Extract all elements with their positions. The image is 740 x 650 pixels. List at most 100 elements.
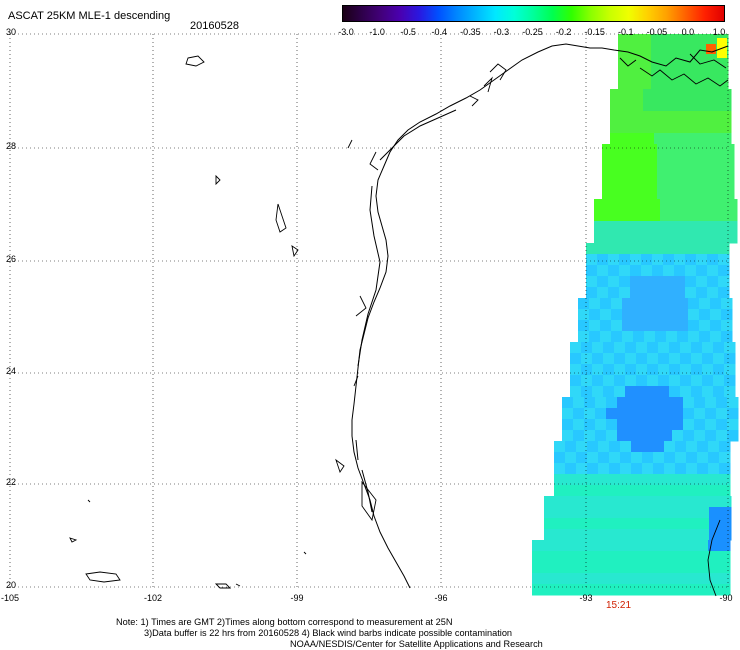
swath-cell	[605, 199, 617, 211]
swath-cell	[687, 89, 699, 101]
swath-cell	[611, 298, 623, 310]
swath-cell	[705, 430, 717, 442]
swath-cell	[586, 276, 598, 288]
swath-cell	[720, 100, 732, 112]
color-bar-label: -0.35	[460, 27, 481, 37]
swath-cell	[705, 397, 717, 409]
swath-cell	[676, 518, 688, 530]
swath-cell	[621, 133, 633, 145]
swath-cell	[588, 507, 600, 519]
swath-cell	[598, 441, 610, 453]
swath-cell	[719, 562, 731, 574]
swath-cell	[610, 111, 622, 123]
swath-cell	[640, 78, 652, 90]
swath-cell	[702, 364, 714, 376]
swath-cell	[576, 474, 588, 486]
swath-cell	[724, 353, 736, 365]
swath-cell	[707, 254, 719, 266]
swath-cell	[674, 287, 686, 299]
swath-cell	[554, 551, 566, 563]
swath-cell	[698, 496, 710, 508]
swath-cell	[709, 496, 721, 508]
swath-cell	[726, 221, 738, 233]
swath-cell	[679, 177, 691, 189]
swath-cell	[573, 408, 585, 420]
swath-cell	[592, 375, 604, 387]
swath-cell	[620, 474, 632, 486]
swath-cell	[724, 364, 736, 376]
swath-cell	[695, 67, 707, 79]
swath-cell	[618, 34, 630, 46]
color-bar-label: -0.15	[584, 27, 605, 37]
swath-cell	[577, 496, 589, 508]
swath-cell	[602, 155, 614, 167]
swath-cell	[668, 166, 680, 178]
swath-cell	[679, 188, 691, 200]
swath-cell	[614, 342, 626, 354]
swath-cell	[655, 298, 667, 310]
swath-cell	[676, 496, 688, 508]
swath-cell	[698, 122, 710, 134]
swath-cell	[718, 276, 730, 288]
note-line-2: 3)Data buffer is 22 hrs from 20160528 4)…	[144, 628, 513, 638]
swath-cell	[610, 529, 622, 541]
swath-cell	[602, 177, 614, 189]
swath-cell	[578, 331, 590, 343]
swath-cell	[676, 133, 688, 145]
swath-cell	[713, 386, 725, 398]
swath-cell	[621, 122, 633, 134]
swath-cell	[695, 78, 707, 90]
swath-cell	[562, 419, 574, 431]
swath-cell	[653, 452, 665, 464]
swath-cell	[643, 100, 655, 112]
swath-cell	[676, 122, 688, 134]
swath-cell	[617, 419, 629, 431]
swath-cell	[657, 166, 669, 178]
swath-cell	[708, 540, 720, 552]
swath-cell	[706, 56, 718, 68]
swath-cell	[653, 441, 665, 453]
swath-cell	[710, 298, 722, 310]
swath-cell	[679, 166, 691, 178]
swath-cell	[555, 507, 567, 519]
swath-cell	[675, 540, 687, 552]
swath-cell	[660, 210, 672, 222]
swath-cell	[620, 584, 632, 596]
swath-cell	[663, 254, 675, 266]
swath-cell	[588, 518, 600, 530]
color-bar-label: -0.4	[431, 27, 448, 37]
swath-cell	[665, 507, 677, 519]
swath-cell	[639, 419, 651, 431]
swath-cell	[715, 232, 727, 244]
swath-cell	[653, 463, 665, 475]
swath-cell	[635, 155, 647, 167]
swath-cell	[706, 78, 718, 90]
swath-cell	[685, 265, 697, 277]
swath-cell	[660, 232, 672, 244]
color-bar	[342, 5, 725, 22]
swath-cell	[608, 276, 620, 288]
swath-cell	[616, 232, 628, 244]
swath-cell	[611, 331, 623, 343]
swath-cell	[631, 573, 643, 585]
swath-cell	[592, 342, 604, 354]
swath-cell	[690, 144, 702, 156]
swath-cell	[665, 100, 677, 112]
swath-cell	[570, 375, 582, 387]
swath-cell	[641, 243, 653, 255]
swath-cell	[576, 463, 588, 475]
swath-cell	[587, 485, 599, 497]
swath-cell	[565, 452, 577, 464]
swath-cell	[654, 507, 666, 519]
swath-cell	[717, 67, 729, 79]
swath-cell	[642, 573, 654, 585]
swath-cell	[647, 386, 659, 398]
swath-cell	[720, 496, 732, 508]
swath-cell	[609, 551, 621, 563]
bay-outlines	[335, 53, 729, 597]
swath-cell	[712, 188, 724, 200]
note-line-3: NOAA/NESDIS/Center for Satellite Applica…	[290, 639, 543, 649]
swath-cell	[710, 331, 722, 343]
swath-cell	[632, 507, 644, 519]
swath-cell	[657, 155, 669, 167]
